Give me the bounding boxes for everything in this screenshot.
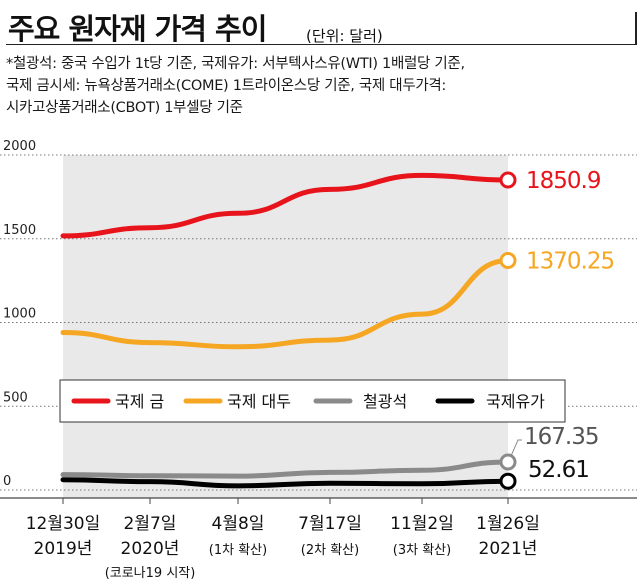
end-marker-3 (499, 472, 517, 490)
x-category-sublabel-4: (3차 확산) (393, 543, 451, 558)
x-category-sublabel-1: 2020년 (121, 539, 180, 559)
x-category-label-0: 12월30일 (26, 514, 101, 534)
x-category-label-1: 2월7일 (124, 514, 177, 534)
x-category-label-3: 7월17일 (298, 514, 362, 534)
x-category-sublabel-5: 2021년 (479, 539, 538, 559)
series-line-2 (60, 459, 511, 479)
end-marker-2 (499, 453, 517, 471)
series-line-1 (60, 257, 511, 350)
x-category-note-1: (코로나19 시작) (105, 566, 196, 581)
y-tick-label-2000: 2000 (3, 139, 36, 154)
x-category-sublabel-2: (1차 확산) (209, 543, 267, 558)
x-category-sublabel-3: (2차 확산) (301, 543, 359, 558)
legend-label-1: 국제 대두 (227, 392, 291, 411)
end-value-label-2: 167.35 (524, 424, 598, 450)
end-marker-0 (499, 171, 517, 189)
iron-ore-leader-line (510, 439, 522, 457)
title-bar: 주요 원자재 가격 추이 (단위: 달러) (6, 4, 637, 46)
x-category-label-5: 1월26일 (476, 514, 540, 534)
x-category-label-4: 11월2일 (390, 514, 454, 534)
legend-label-3: 국제유가 (486, 392, 545, 411)
series-line-0 (60, 172, 511, 239)
x-category-label-2: 4월8일 (212, 514, 265, 534)
y-tick-label-1000: 1000 (3, 307, 36, 322)
x-category-sublabel-0: 2019년 (34, 539, 93, 559)
end-value-label-3: 52.61 (528, 457, 589, 483)
legend-label-0: 국제 금 (115, 392, 164, 411)
y-tick-label-1500: 1500 (3, 223, 36, 238)
unit-note: (단위: 달러) (306, 27, 383, 45)
chart-title: 주요 원자재 가격 추이 (8, 12, 267, 46)
source-note-line-1: *철광석: 중국 수입가 1t당 기준, 국제유가: 서부텍사스유(WTI) 1… (6, 56, 465, 72)
title-underline (6, 44, 636, 45)
source-note-line-3: 시카고상품거래소(CBOT) 1부셀당 기준 (6, 100, 243, 116)
source-note-line-2: 국제 금시세: 뉴욕상품거래소(COME) 1트라이온스당 기준, 국제 대두가… (6, 78, 447, 94)
legend-box (59, 379, 566, 423)
plot-area-shade (63, 155, 508, 498)
end-value-label-0: 1850.9 (526, 168, 601, 194)
title-corner-rule (635, 12, 637, 45)
end-value-label-1: 1370.25 (526, 248, 614, 274)
end-marker-1 (499, 251, 517, 269)
y-tick-label-500: 500 (3, 390, 28, 405)
series-line-3 (60, 477, 511, 489)
legend-label-2: 철광석 (363, 392, 407, 411)
y-tick-label-0: 0 (3, 474, 11, 489)
